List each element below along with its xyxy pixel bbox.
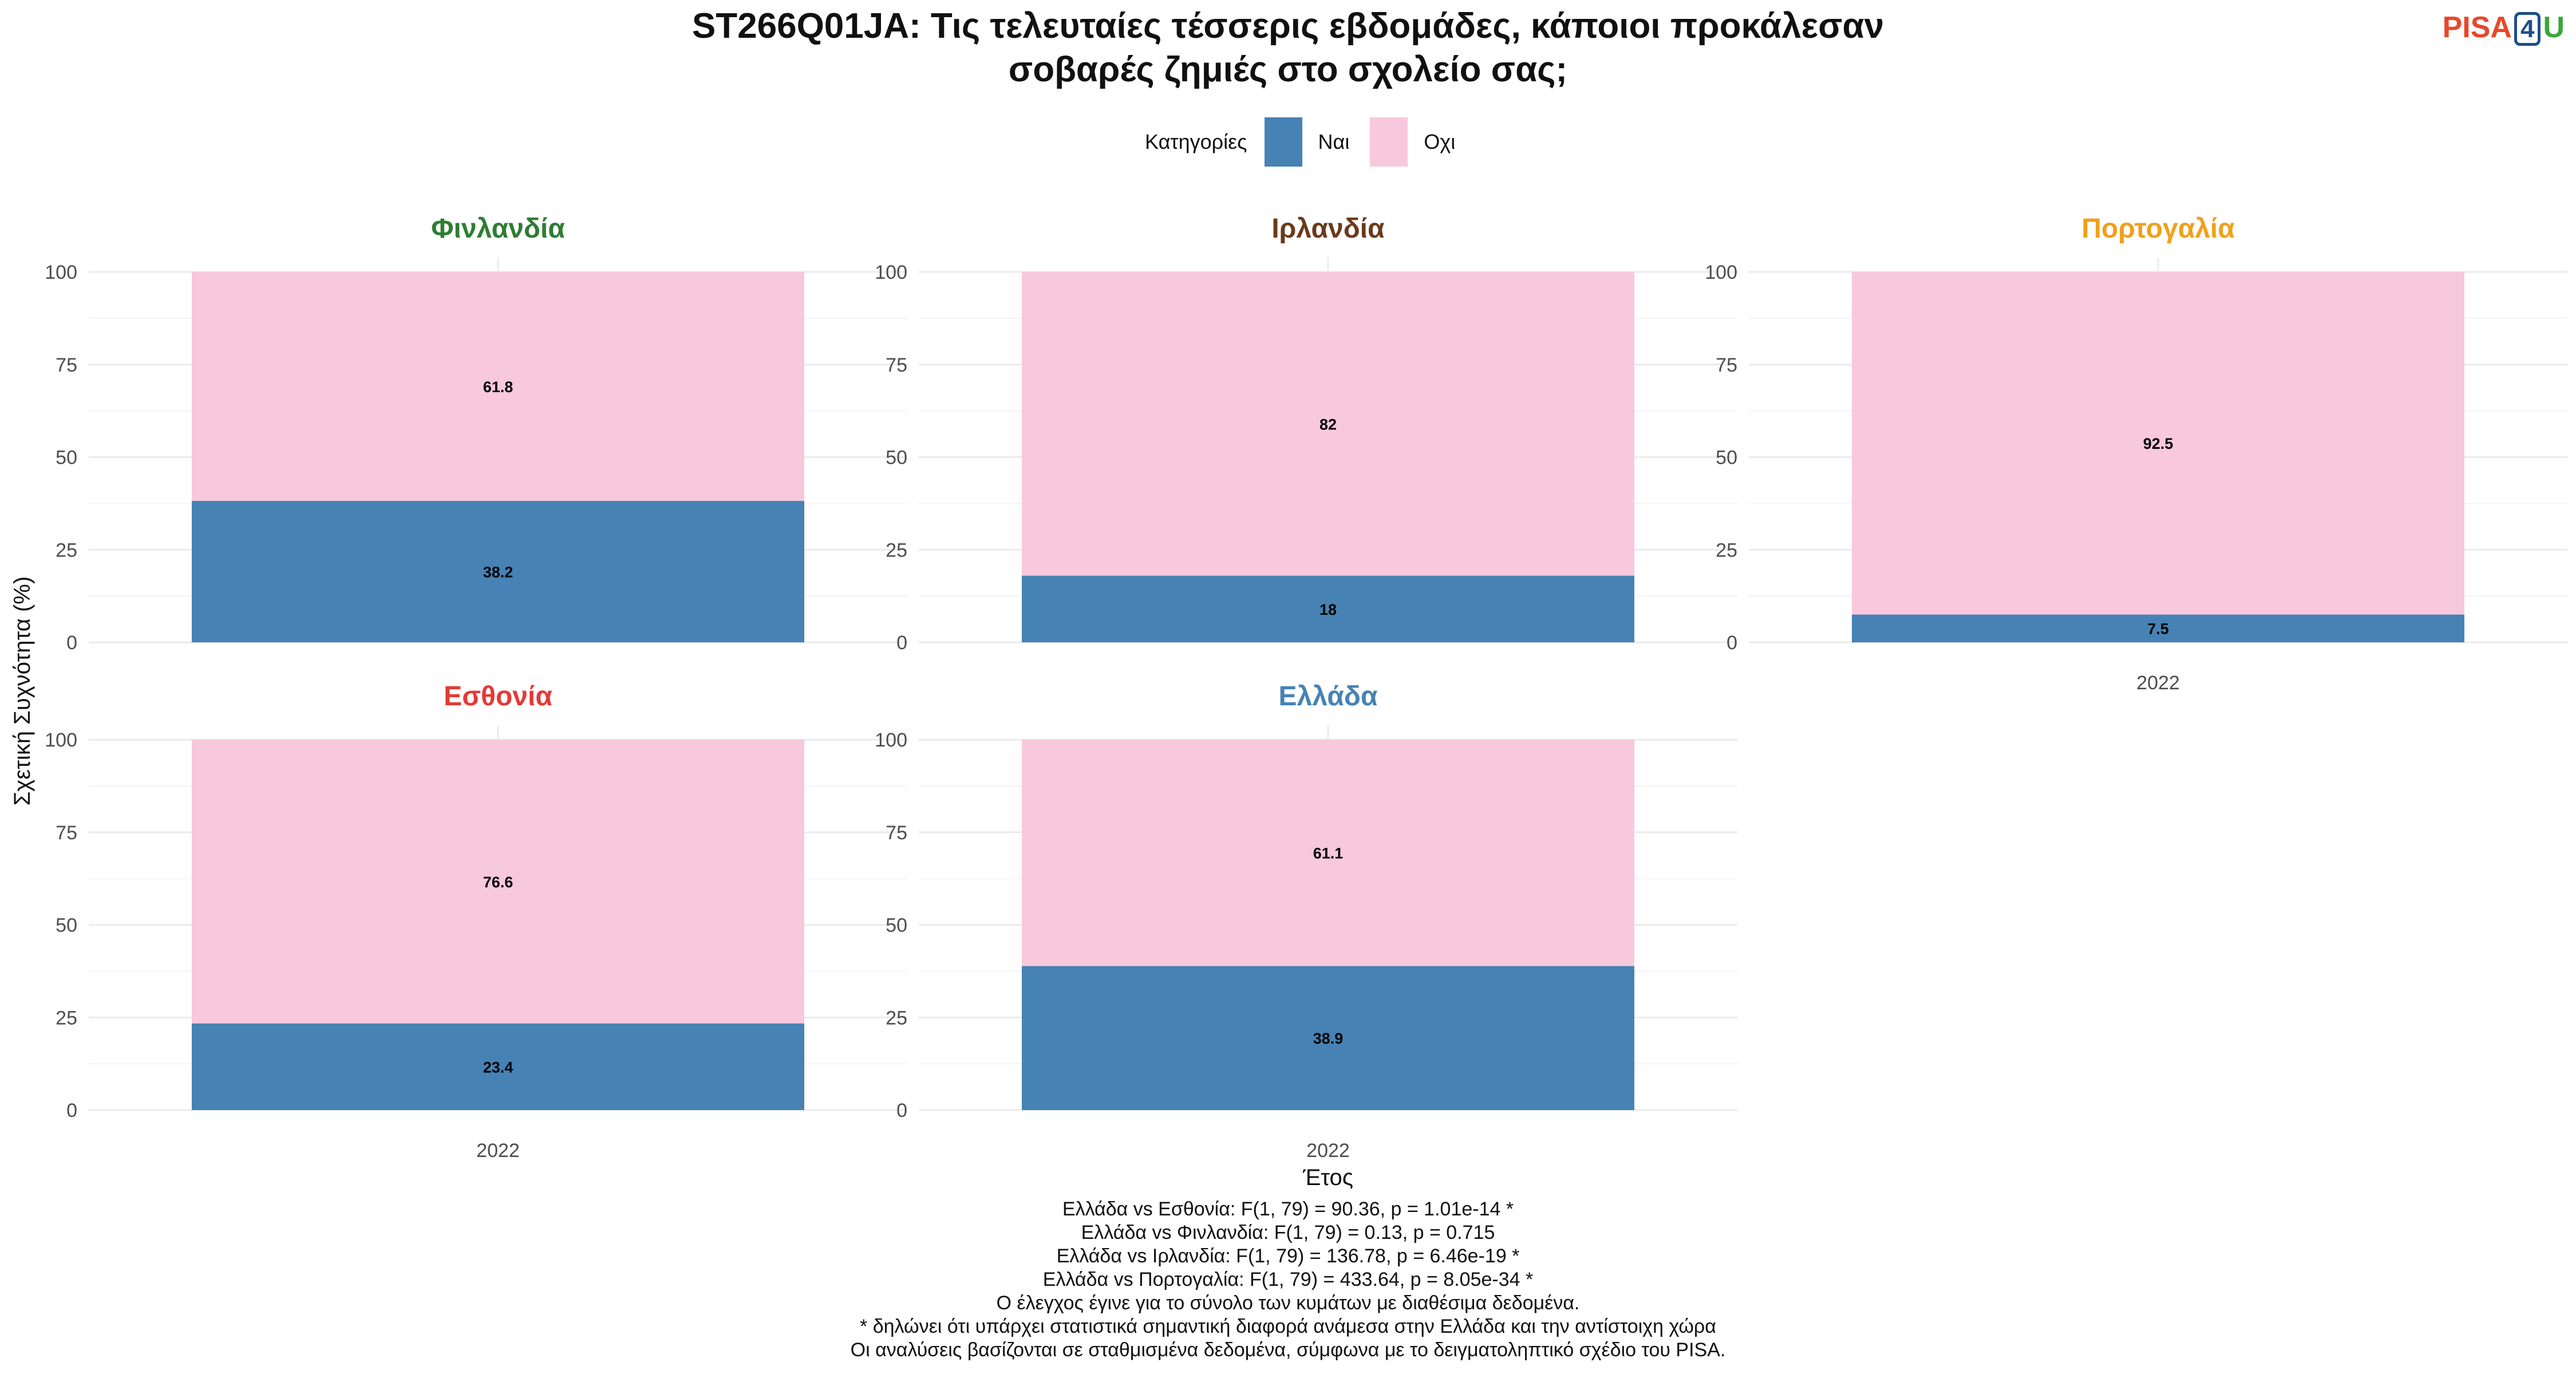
chart-title: ST266Q01JA: Τις τελευταίες τέσσερις εβδο… xyxy=(0,5,2576,92)
bar-yes xyxy=(192,1023,804,1110)
y-tick-label: 50 xyxy=(886,447,907,469)
data-label-yes: 38.2 xyxy=(483,563,513,581)
data-label-no: 76.6 xyxy=(483,874,513,891)
y-tick-label: 25 xyxy=(886,539,907,561)
y-tick-label: 100 xyxy=(875,262,907,283)
chart-title-line2: σοβαρές ζημιές στο σχολείο σας; xyxy=(1008,50,1568,89)
y-tick-label: 25 xyxy=(56,539,77,561)
legend-swatch-no xyxy=(1370,117,1408,167)
y-tick-label: 75 xyxy=(886,822,907,844)
data-label-no: 61.1 xyxy=(1313,845,1344,862)
notes: Ελλάδα vs Εσθονία: F(1, 79) = 90.36, p =… xyxy=(0,1198,2576,1362)
bar-yes xyxy=(192,500,804,642)
y-tick-label: 0 xyxy=(896,632,907,654)
y-tick-label: 100 xyxy=(45,262,77,283)
legend-label-no: Οχι xyxy=(1424,130,1456,153)
data-label-yes: 38.9 xyxy=(1313,1030,1344,1047)
data-label-yes: 7.5 xyxy=(2147,621,2169,638)
y-tick-label: 100 xyxy=(1705,262,1737,283)
legend-swatch-yes xyxy=(1264,117,1302,167)
data-label-yes: 18 xyxy=(1319,601,1337,618)
logo-part1: PISA xyxy=(2442,11,2512,44)
faceted-bar-chart: Έτος Σχετική Συχνότητα (%) 0 25 50 75 100 Φινλα… xyxy=(10,214,2567,1190)
note-line: * δηλώνει ότι υπάρχει στατιστικά σημαντι… xyxy=(860,1316,1716,1337)
bar-no xyxy=(192,740,804,1024)
legend-title: Κατηγορίες xyxy=(1145,130,1247,153)
bar-yes xyxy=(1022,966,1634,1110)
x-tick-label: 2022 xyxy=(2136,672,2180,694)
note-line: Ο έλεγχος έγινε για το σύνολο των κυμάτω… xyxy=(996,1292,1580,1314)
panel-title: Εσθονία xyxy=(444,681,552,712)
y-axis-title: Σχετική Συχνότητα (%) xyxy=(10,577,35,806)
data-label-no: 61.8 xyxy=(483,378,513,396)
x-tick-label: 2022 xyxy=(476,1140,520,1162)
legend: Κατηγορίες Ναι Οχι xyxy=(1145,117,1476,167)
note-line: Οι αναλύσεις βασίζονται σε σταθμισμένα δ… xyxy=(850,1339,1726,1361)
y-tick-label: 50 xyxy=(56,915,77,937)
y-tick-label: 100 xyxy=(45,729,77,751)
bar-yes xyxy=(1022,575,1634,642)
panel-title: Ιρλανδία xyxy=(1271,214,1385,244)
bar-no xyxy=(192,272,804,501)
y-tick-label: 75 xyxy=(886,354,907,376)
data-label-no: 82 xyxy=(1319,416,1337,433)
y-tick-label: 100 xyxy=(875,729,907,751)
bar-no xyxy=(1852,272,2464,615)
x-tick-label: 2022 xyxy=(1306,1140,1350,1162)
bar-yes xyxy=(1852,614,2464,642)
y-tick-label: 25 xyxy=(886,1007,907,1029)
note-line: Ελλάδα vs Ιρλανδία: F(1, 79) = 136.78, p… xyxy=(1056,1245,1520,1267)
x-axis-title: Έτος xyxy=(1302,1165,1353,1190)
y-tick-label: 75 xyxy=(1716,354,1737,376)
y-tick-label: 0 xyxy=(66,632,77,654)
panel-title: Φινλανδία xyxy=(431,214,565,244)
note-line: Ελλάδα vs Εσθονία: F(1, 79) = 90.36, p =… xyxy=(1062,1198,1514,1220)
y-tick-label: 75 xyxy=(56,354,77,376)
bar-no xyxy=(1022,740,1634,966)
logo-part2: 4 xyxy=(2514,12,2541,46)
y-tick-label: 75 xyxy=(56,822,77,844)
legend-label-yes: Ναι xyxy=(1318,130,1350,153)
y-tick-label: 50 xyxy=(1716,447,1737,469)
note-line: Ελλάδα vs Πορτογαλία: F(1, 79) = 433.64,… xyxy=(1042,1269,1534,1290)
note-line: Ελλάδα vs Φινλανδία: F(1, 79) = 0.13, p … xyxy=(1081,1222,1495,1243)
data-label-no: 92.5 xyxy=(2143,435,2174,452)
y-tick-label: 25 xyxy=(56,1007,77,1029)
y-tick-label: 50 xyxy=(886,915,907,937)
chart-title-line1: ST266Q01JA: Τις τελευταίες τέσσερις εβδο… xyxy=(692,6,1884,46)
data-label-yes: 23.4 xyxy=(483,1059,513,1076)
panel-title: Ελλάδα xyxy=(1279,681,1378,712)
y-tick-label: 25 xyxy=(1716,539,1737,561)
pisa4u-logo: PISA 4 U xyxy=(2442,10,2565,46)
y-tick-label: 0 xyxy=(1726,632,1737,654)
logo-part3: U xyxy=(2543,11,2565,44)
y-tick-label: 50 xyxy=(56,447,77,469)
bar-no xyxy=(1022,272,1634,576)
panel-title: Πορτογαλία xyxy=(2081,214,2235,244)
y-tick-label: 0 xyxy=(66,1100,77,1122)
y-tick-label: 0 xyxy=(896,1100,907,1122)
